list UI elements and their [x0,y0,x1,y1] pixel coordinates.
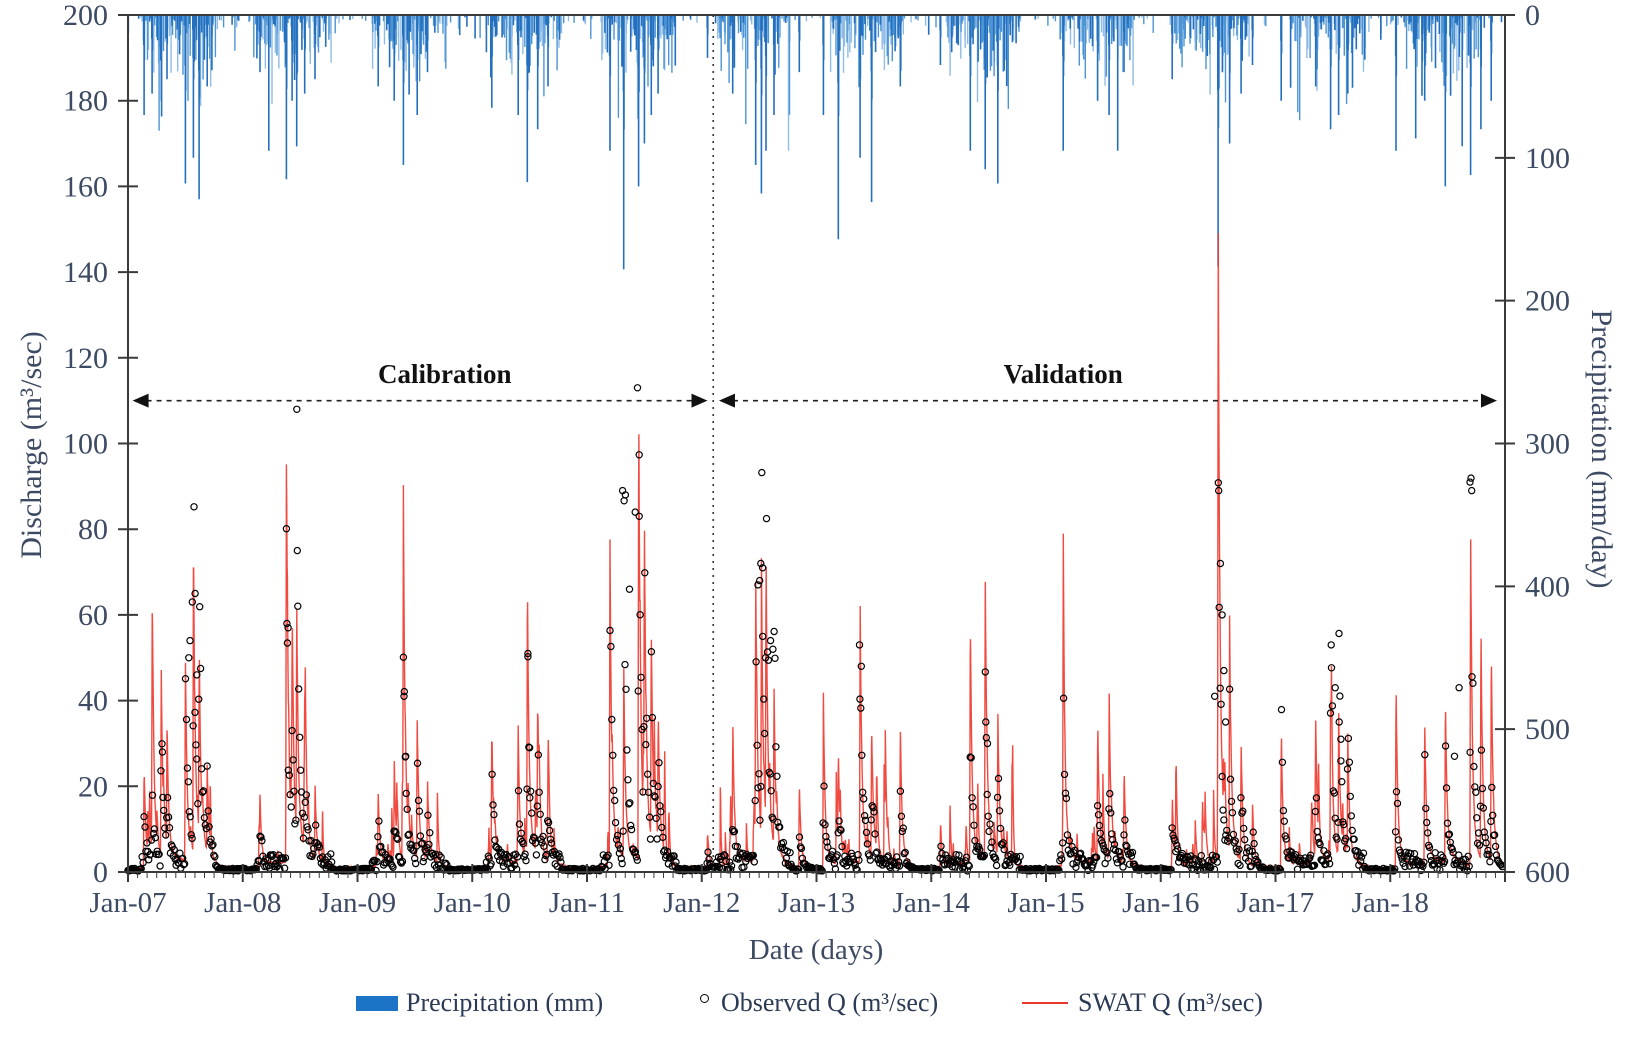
svg-text:0: 0 [93,856,108,889]
svg-text:400: 400 [1525,570,1570,603]
svg-text:100: 100 [1525,142,1570,175]
svg-text:Jan-17: Jan-17 [1237,887,1314,919]
legend-observed-label: Observed Q (m³/sec) [721,988,939,1017]
right-axis-title: Precipitation (mm/day) [1585,309,1618,589]
legend-item-precipitation: Precipitation (mm) [356,988,603,1018]
svg-text:60: 60 [78,599,108,632]
svg-text:140: 140 [63,256,108,289]
svg-text:0: 0 [1525,0,1540,32]
svg-text:Jan-09: Jan-09 [319,887,396,919]
svg-text:160: 160 [63,170,108,203]
svg-text:Jan-11: Jan-11 [549,887,625,919]
svg-text:500: 500 [1525,713,1570,746]
svg-text:200: 200 [1525,285,1570,318]
observed-circle-icon [700,993,709,1003]
svg-text:100: 100 [63,428,108,461]
x-axis-title: Date (days) [748,934,884,966]
svg-text:600: 600 [1525,856,1570,889]
svg-text:180: 180 [63,85,108,118]
svg-text:Jan-16: Jan-16 [1122,887,1199,919]
precipitation-bar-icon [356,995,398,1011]
legend-item-observed: Observed Q (m³/sec) [700,988,938,1018]
swat-q-line [127,233,1503,873]
validation-label: Validation [1003,358,1123,389]
svg-text:Jan-12: Jan-12 [663,887,740,919]
svg-text:Jan-18: Jan-18 [1352,887,1429,919]
svg-text:300: 300 [1525,428,1570,461]
svg-text:Jan-08: Jan-08 [204,887,281,919]
swat-line-icon [1022,1002,1068,1004]
svg-text:Jan-13: Jan-13 [778,887,855,919]
calibration-arrow [132,393,708,408]
svg-text:Jan-07: Jan-07 [89,887,166,919]
axes-frame: 0 20 40 60 80 100 120 140 160 180 200 0 100 200 300 400… [63,0,1570,919]
calibration-label: Calibration [377,358,512,389]
svg-text:120: 120 [63,342,108,375]
legend-precipitation-label: Precipitation (mm) [406,988,604,1017]
svg-text:Jan-10: Jan-10 [434,887,511,919]
svg-text:40: 40 [78,685,108,718]
left-axis-title: Discharge (m³/sec) [15,331,48,559]
precipitation-bars [127,15,1503,270]
svg-text:200: 200 [63,0,108,32]
svg-text:Jan-14: Jan-14 [893,887,971,919]
validation-arrow [718,393,1497,408]
legend-swat-label: SWAT Q (m³/sec) [1078,988,1263,1017]
legend-item-swat: SWAT Q (m³/sec) [1022,988,1263,1018]
svg-text:Jan-15: Jan-15 [1007,887,1084,919]
svg-text:80: 80 [78,513,108,546]
observed-q-points [124,384,1506,875]
svg-text:20: 20 [78,770,108,803]
